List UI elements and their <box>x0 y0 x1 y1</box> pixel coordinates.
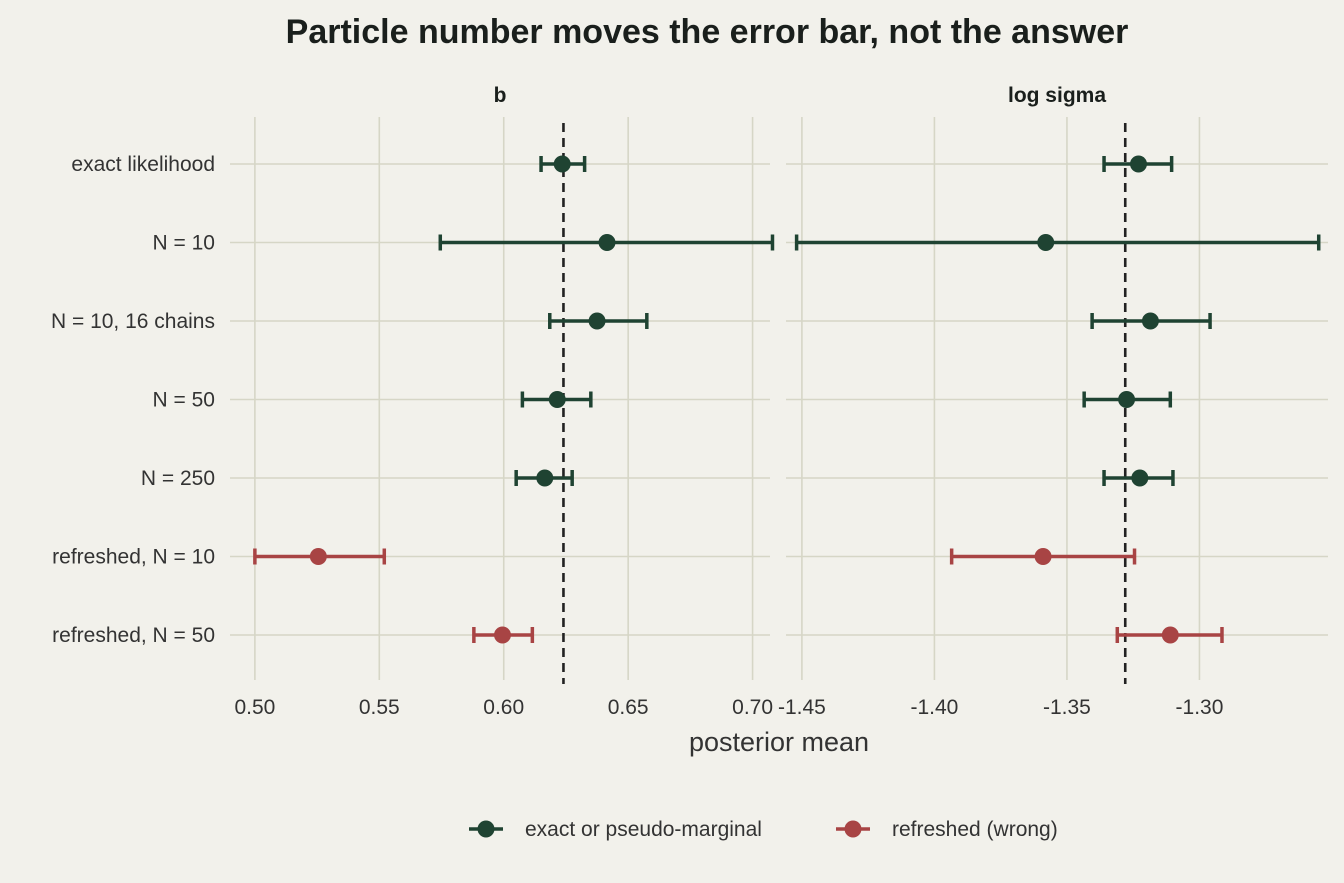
legend-key-point <box>844 820 862 838</box>
errorbar-point <box>539 155 587 173</box>
legend-key-point <box>477 820 495 838</box>
panel-0: b 0.50 0.55 0.60 0.65 0.70 <box>230 84 775 719</box>
x-tick-label: -1.30 <box>1176 696 1224 719</box>
mean-point <box>1161 626 1179 644</box>
x-tick-label: 0.70 <box>732 696 773 719</box>
y-tick-label: refreshed, N = 50 <box>52 624 215 647</box>
mean-point <box>1118 391 1136 408</box>
mean-point <box>598 234 616 251</box>
mean-point <box>1129 155 1147 173</box>
legend-label: exact or pseudo-marginal <box>525 818 762 841</box>
errorbar-point <box>1115 626 1224 644</box>
x-tick-label: 0.50 <box>234 696 275 719</box>
y-tick-label: N = 250 <box>141 467 215 490</box>
panel-1: log sigma -1.45 -1.40 -1.35 -1.30 <box>778 84 1328 719</box>
x-tick-label: -1.35 <box>1043 696 1091 719</box>
errorbar-point <box>1082 391 1173 408</box>
x-tick-label: -1.40 <box>910 696 958 719</box>
mean-point <box>536 469 554 487</box>
chart-title: Particle number moves the error bar, not… <box>286 13 1129 51</box>
legend-entry: refreshed (wrong) <box>836 818 1058 841</box>
mean-point <box>1034 548 1052 565</box>
legend: exact or pseudo-marginal refreshed (wrong… <box>469 818 1058 841</box>
panels: b 0.50 0.55 0.60 0.65 0.70 log sigma -1.45 -1.40… <box>230 84 1328 719</box>
mean-point <box>1141 312 1159 330</box>
x-tick-label: 0.65 <box>608 696 649 719</box>
errorbar-point <box>520 391 593 408</box>
legend-label: refreshed (wrong) <box>892 818 1058 841</box>
errorbar-point <box>472 626 535 644</box>
x-tick-label: -1.45 <box>778 696 826 719</box>
mean-point <box>493 626 511 644</box>
errorbar-point <box>949 548 1137 565</box>
mean-point <box>309 548 327 565</box>
mean-point <box>1037 234 1055 251</box>
errorbar-point <box>1102 155 1174 173</box>
mean-point <box>548 391 566 408</box>
y-tick-label: N = 10 <box>153 232 215 255</box>
mean-point <box>553 155 571 173</box>
errorbar-point <box>1090 312 1212 330</box>
panel-strip-label: b <box>494 84 507 107</box>
errorbar-point <box>794 234 1321 251</box>
y-tick-label: exact likelihood <box>71 153 215 176</box>
x-axis-label: posterior mean <box>689 727 869 757</box>
y-axis-labels: exact likelihood N = 10 N = 10, 16 chains N… <box>51 153 215 647</box>
panel-strip-label: log sigma <box>1008 84 1106 107</box>
mean-point <box>1131 469 1149 487</box>
x-tick-label: 0.55 <box>359 696 400 719</box>
errorbar-point <box>253 548 387 565</box>
y-tick-label: N = 50 <box>153 389 215 412</box>
x-tick-label: 0.60 <box>483 696 524 719</box>
errorbar-point <box>514 469 574 487</box>
mean-point <box>588 312 606 330</box>
y-tick-label: N = 10, 16 chains <box>51 310 215 333</box>
errorbar-point <box>548 312 649 330</box>
y-tick-label: refreshed, N = 10 <box>52 546 215 569</box>
errorbar-point <box>438 234 775 251</box>
legend-entry: exact or pseudo-marginal <box>469 818 762 841</box>
errorbar-point <box>1102 469 1175 487</box>
